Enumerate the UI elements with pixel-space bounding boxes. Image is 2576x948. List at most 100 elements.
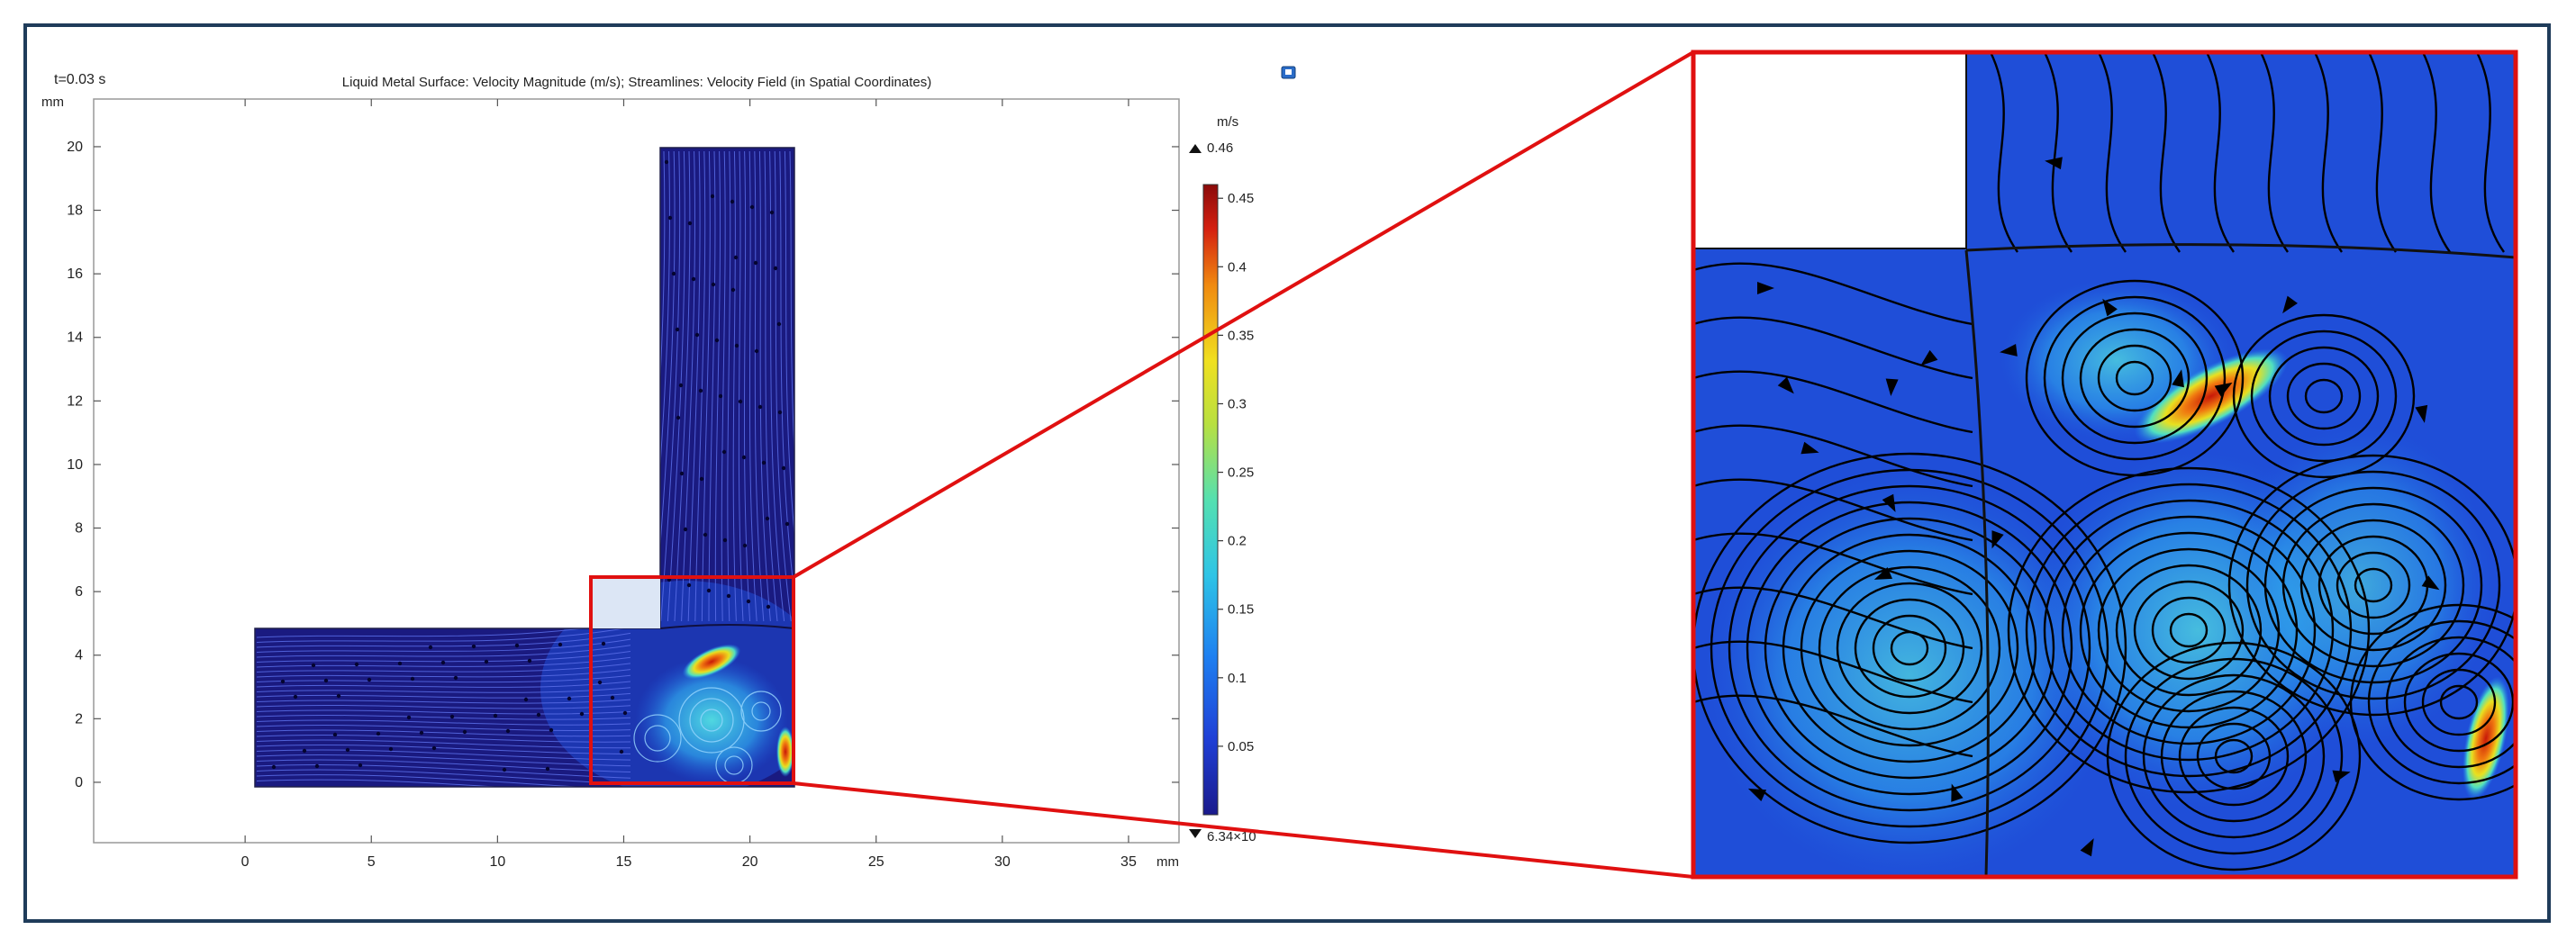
domain-streamline (732, 150, 737, 622)
zoom-inflow-streamline (1693, 640, 1973, 704)
domain-streamline (256, 709, 631, 715)
zoom-top-streamline (2313, 52, 2343, 253)
x-tick-label: 10 (489, 854, 505, 870)
zoom-inflow-streamline (1693, 370, 1973, 434)
domain-streamline (256, 645, 631, 658)
domain-cyan-vortex (635, 657, 788, 783)
zoom-vortex-streamline (2214, 738, 2254, 774)
domain-streamline (738, 150, 744, 622)
domain-streamline (721, 150, 726, 622)
domain-arrow (706, 588, 712, 593)
domain-streamline (256, 704, 631, 709)
x-axis-unit-label: mm (1156, 854, 1179, 870)
zoom-arrow (2421, 575, 2440, 591)
zoom-vortex-streamline (2079, 531, 2299, 729)
zoom-vortex-streamline (2281, 502, 2465, 668)
domain-streamline (748, 150, 757, 622)
zoom-inset-border (1691, 50, 2518, 880)
zoom-vortex-streamline (2124, 657, 2344, 855)
zoom-arrow (2102, 298, 2118, 317)
domain-arrow (354, 662, 359, 667)
zoom-vortex-streamline (2232, 313, 2416, 479)
zoom-arrow (1800, 441, 1819, 455)
domain-streamline (256, 774, 631, 787)
domain-arrow (471, 644, 476, 649)
domain-arrow (314, 763, 320, 769)
domain-streamline (789, 150, 794, 622)
zoom-vortex-streamline (2106, 641, 2362, 871)
zoom-vortex-streamline (1872, 614, 1947, 682)
domain-streamline (256, 764, 631, 779)
zoom-arrow (2172, 369, 2184, 388)
colorbar-max-arrow (1189, 144, 1202, 153)
domain-arrow (428, 645, 433, 650)
colorbar-min-arrow (1189, 829, 1202, 838)
domain-arrow (410, 676, 415, 682)
zoom-vortex-streamline (2304, 378, 2344, 414)
domain-streamline (727, 150, 731, 622)
export-icon[interactable] (1281, 66, 1296, 79)
zoom-vortex-streamline (2299, 519, 2447, 652)
zoom-inflow-streamline (1693, 424, 1973, 488)
domain-arrow (514, 643, 520, 648)
zoom-inflow-streamline (1693, 532, 1973, 596)
domain-arrow (527, 658, 532, 664)
zoom-vortex-streamline (2097, 344, 2172, 412)
zoom-arrow (2045, 157, 2063, 170)
domain-streamline (667, 150, 685, 622)
domain-streamline (256, 632, 631, 648)
domain-arrow (671, 271, 676, 276)
domain-streamline (256, 754, 631, 767)
domain-arrow (726, 593, 731, 599)
time-label: t=0.03 s (54, 72, 105, 87)
zoom-arrow (2415, 404, 2428, 423)
domain-arrow (462, 729, 467, 735)
domain-arrow (619, 749, 624, 754)
zoom-inflow-streamline (1693, 586, 1973, 650)
zoom-streamlines (1693, 52, 2516, 871)
domain-arrow (678, 383, 684, 388)
zoom-vortex-streamline (2354, 567, 2393, 603)
domain-arrow (549, 727, 554, 733)
domain-arrow (699, 476, 704, 482)
domain-arrow (367, 677, 372, 682)
zoom-arrow (1991, 530, 2004, 549)
colorbar: m/s 0.46 0.05 0.1 0.15 0.2 0.25 0.3 0.35 0.4 0.4… (1189, 114, 1256, 844)
domain-arrow (505, 728, 511, 734)
y-tick-label: 12 (67, 393, 83, 409)
domain-arrow (773, 266, 778, 271)
domain-streamline (256, 681, 631, 688)
domain-arrow (733, 255, 739, 260)
domain-interface-line (659, 624, 794, 629)
zoom-top-streamline (2205, 52, 2235, 253)
domain-arrow (431, 745, 437, 751)
domain-arrow (718, 393, 723, 399)
zoom-top-streamline (2475, 52, 2505, 253)
domain-arrow (610, 695, 615, 700)
zoom-top-streamline (2097, 52, 2127, 253)
y-tick-label: 6 (75, 584, 83, 600)
colorbar-tick-label: 0.25 (1228, 465, 1254, 481)
zoom-vortex-streamline (2007, 466, 2371, 794)
zoom-vortex-streamline (2043, 295, 2227, 461)
zoom-vortex-streamline (1782, 533, 2037, 763)
zoom-arrow (1873, 567, 1893, 580)
domain-streamline (256, 656, 631, 668)
zoom-arrow (1757, 282, 1774, 294)
zoom-vortex-streamline (2043, 499, 2335, 762)
zoom-arrow (1885, 378, 1899, 396)
domain-streamline (708, 150, 716, 622)
zoom-top-streamline (2259, 52, 2289, 253)
domain-arrow (493, 713, 498, 718)
domain-arrow (741, 455, 747, 460)
y-tick-label: 18 (67, 203, 83, 219)
domain-arrow (742, 543, 748, 548)
zoom-vortex-streamline (1800, 549, 2019, 747)
domain-streamline (681, 150, 696, 622)
domain-streamline (256, 719, 631, 726)
domain-arrow (676, 415, 681, 420)
domain-arrow (691, 276, 696, 282)
domain-arrow (358, 763, 363, 768)
y-tick-label: 20 (67, 140, 83, 155)
